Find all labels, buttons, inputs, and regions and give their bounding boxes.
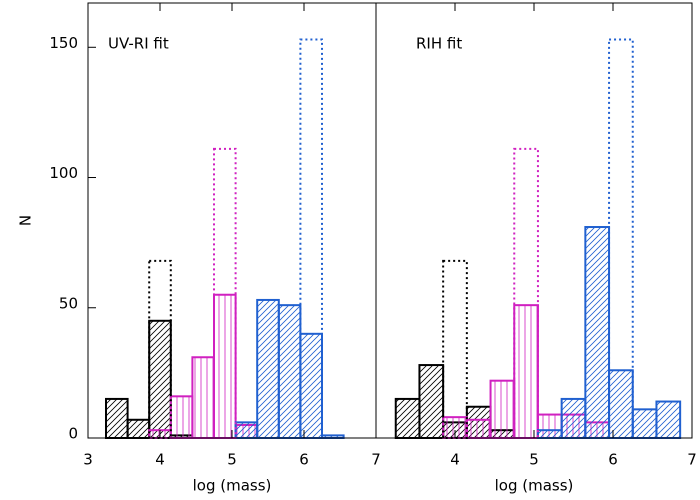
histogram-bar: [169, 395, 194, 440]
annotation: RIH fit: [416, 35, 462, 53]
histogram-bar: [213, 293, 237, 440]
panel: 3 4 5 6 7 0 50 100 150 UV-RI fit log (mass) N: [17, 2, 381, 495]
y-tick-label: 100: [49, 164, 78, 182]
histogram-bar: [191, 356, 215, 439]
x-tick-label: 3: [83, 451, 93, 469]
histogram-bar: [465, 418, 492, 440]
histogram-bar: [442, 259, 468, 439]
histogram-bar: [148, 319, 172, 439]
histogram-bar: [536, 429, 563, 440]
histogram-bar: [513, 147, 539, 440]
y-tick-label: 150: [49, 34, 78, 52]
histogram-bar: [277, 304, 302, 440]
histogram-bar: [655, 400, 682, 439]
histogram-bar: [105, 397, 129, 439]
histogram-bar: [394, 397, 421, 439]
histogram-bar: [489, 379, 516, 439]
histogram-bar: [560, 397, 587, 439]
histogram-bar: [631, 408, 658, 440]
histogram-bar: [608, 38, 634, 439]
x-tick-label: 6: [299, 451, 309, 469]
annotation: UV-RI fit: [108, 35, 169, 53]
y-tick-label: 50: [59, 294, 78, 312]
histogram-bar: [418, 364, 445, 439]
y-tick-label: 0: [68, 425, 78, 443]
histogram-bar: [513, 304, 539, 440]
x-tick-label: 4: [450, 451, 460, 469]
x-axis-label: log (mass): [193, 477, 272, 495]
histogram-bar: [234, 421, 259, 439]
y-axis-label: N: [17, 215, 35, 226]
x-tick-label: 7: [371, 451, 381, 469]
panel: 4 5 6 7 RIH fit log (mass): [375, 2, 697, 495]
x-axis-label: log (mass): [495, 477, 574, 495]
histogram-bar: [299, 332, 323, 439]
x-tick-label: 5: [227, 451, 237, 469]
x-tick-label: 5: [529, 451, 539, 469]
histogram-bar: [608, 369, 634, 439]
histogram-bar: [584, 226, 611, 439]
x-tick-label: 6: [608, 451, 618, 469]
x-tick-label: 7: [687, 451, 697, 469]
histogram-bar: [148, 259, 172, 439]
histogram-bar: [126, 418, 151, 440]
histogram-bar: [256, 298, 280, 439]
x-tick-label: 4: [155, 451, 165, 469]
